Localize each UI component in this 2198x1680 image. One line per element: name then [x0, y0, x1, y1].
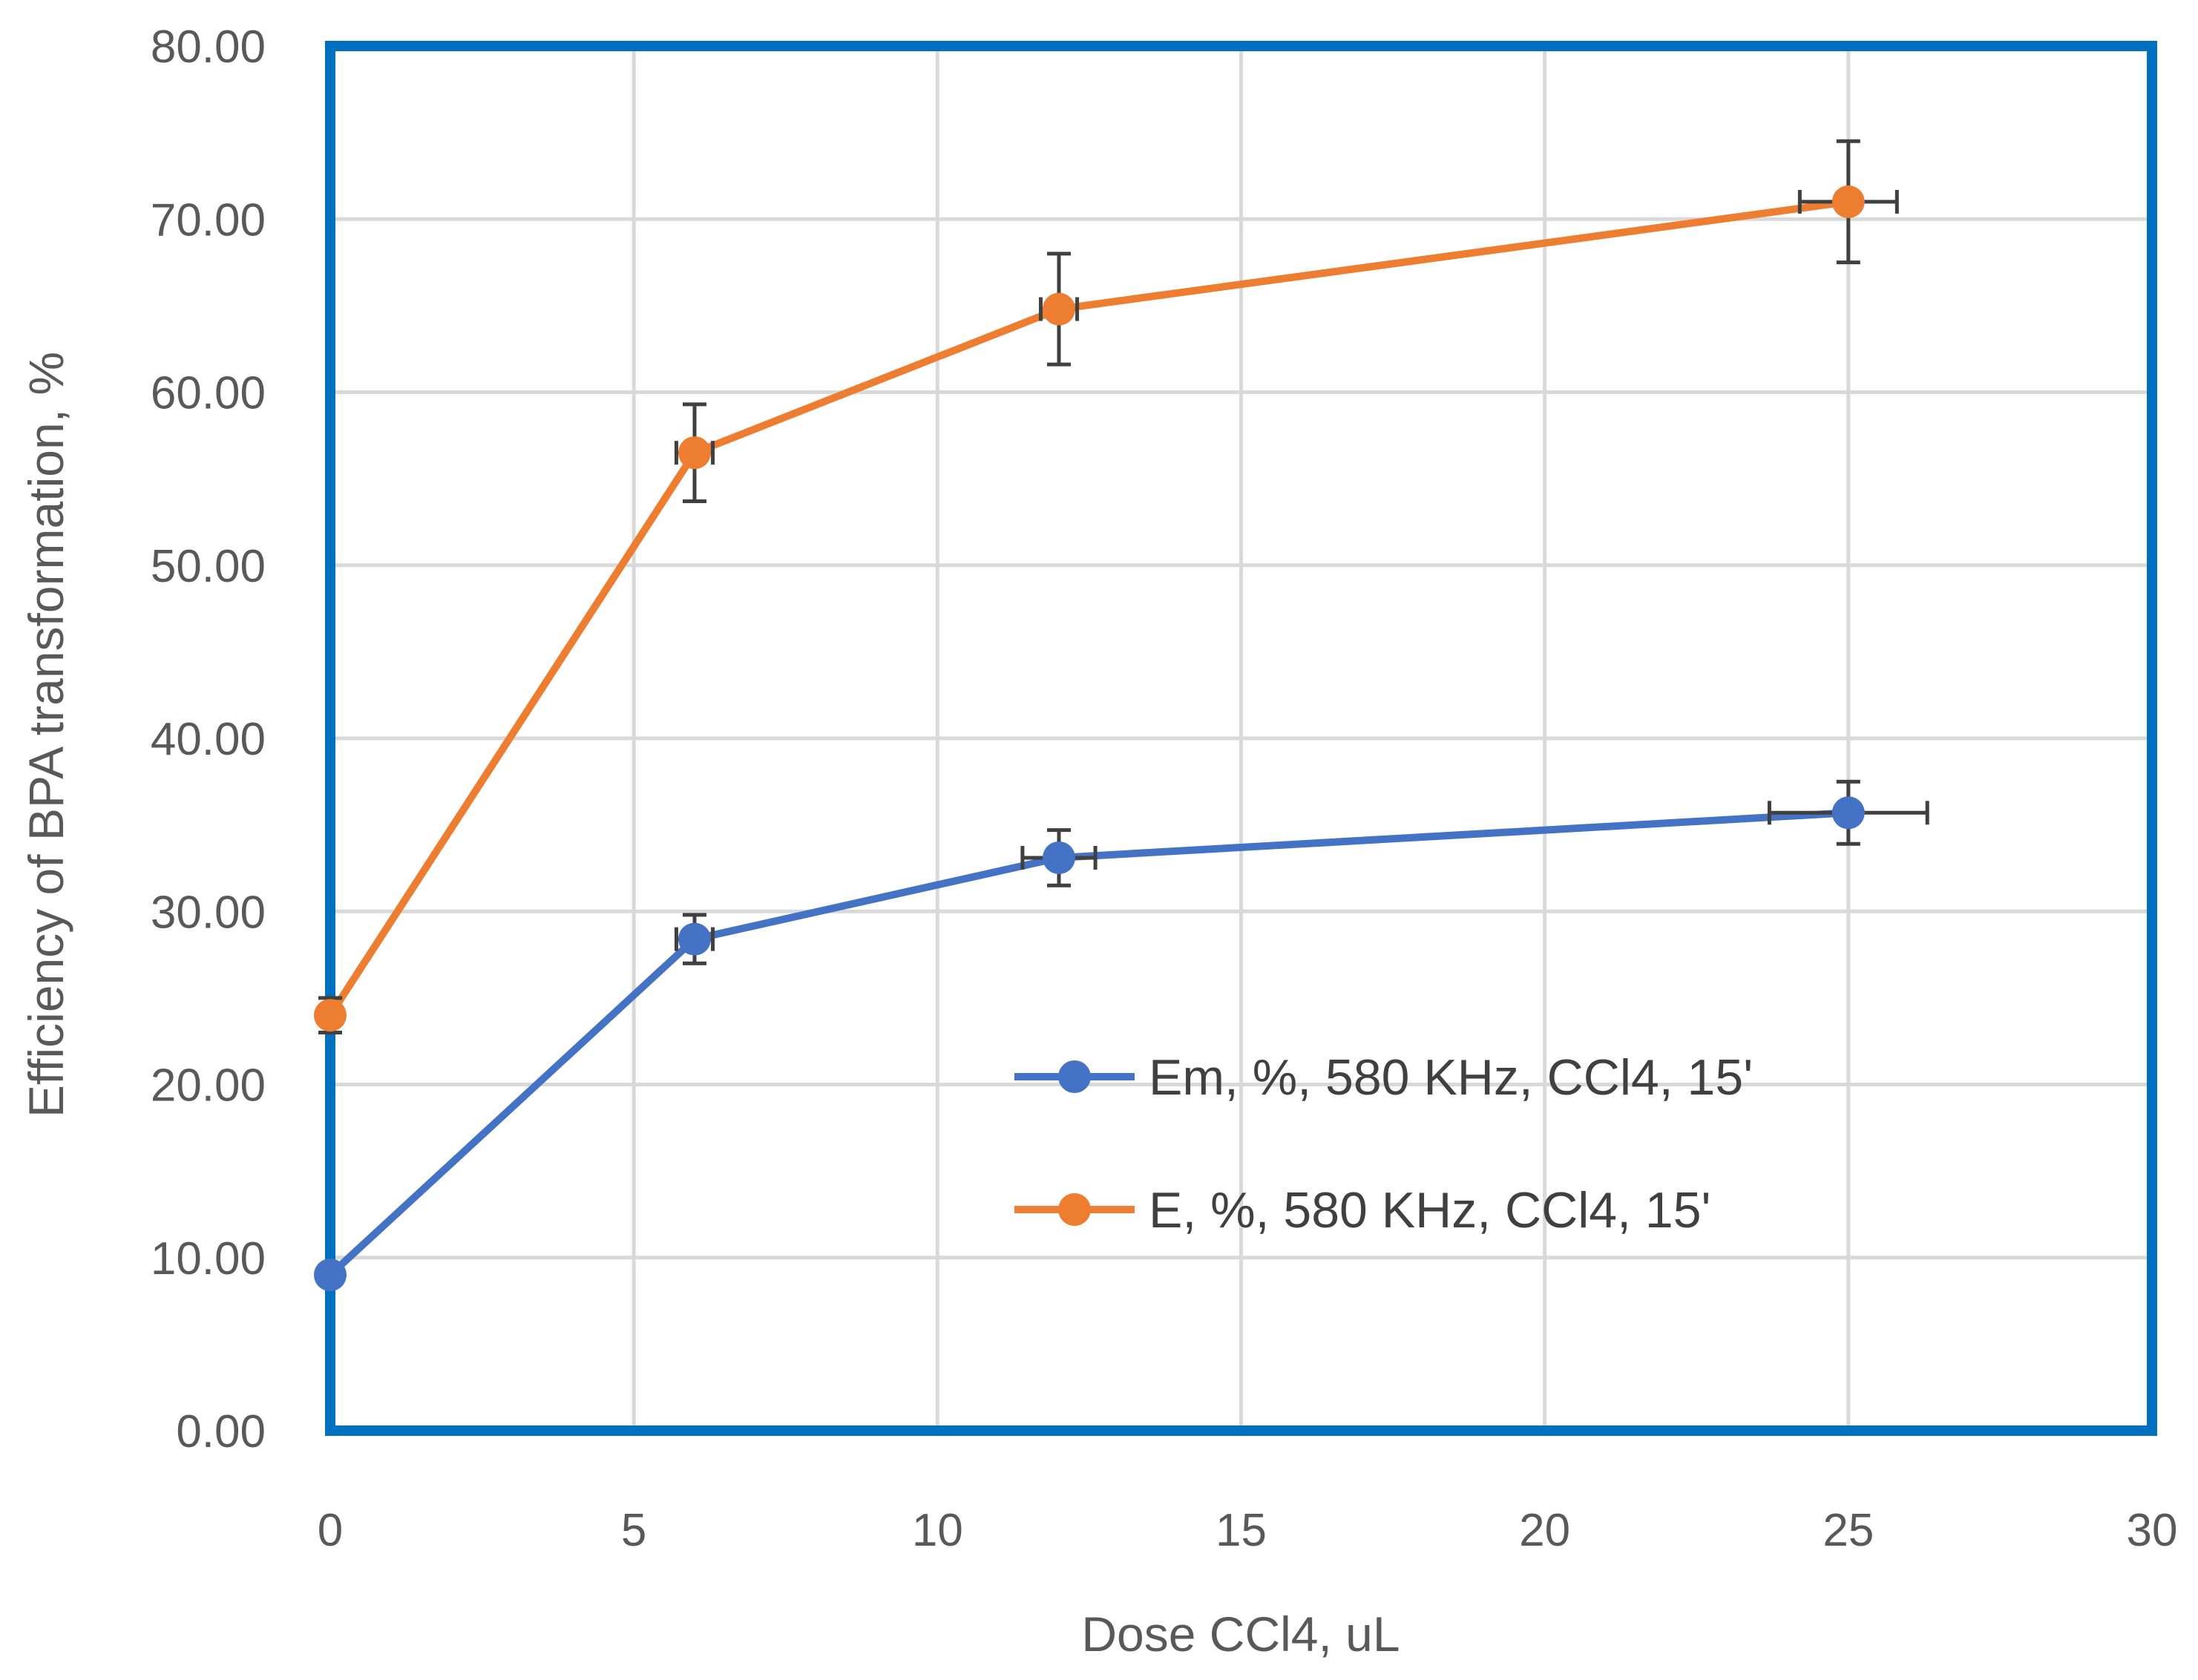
x-tick-label: 0: [318, 1505, 343, 1556]
x-tick-label: 5: [621, 1505, 646, 1556]
legend-item-e: E, %, 580 KHz, CCl4, 15': [1014, 1182, 1711, 1238]
x-tick-label: 10: [912, 1505, 963, 1556]
y-tick-label: 60.00: [151, 368, 266, 419]
y-axis-ticks: 0.00 10.00 20.00 30.00 40.00 50.00 60.00 70.00 8…: [151, 22, 266, 1457]
x-axis-title: Dose CCl4, uL: [1081, 1607, 1400, 1661]
y-tick-label: 50.00: [151, 541, 266, 592]
y-axis-title: Efficiency of BPA transformation, %: [19, 352, 73, 1118]
y-tick-label: 10.00: [151, 1233, 266, 1284]
x-tick-label: 15: [1216, 1505, 1267, 1556]
y-tick-label: 70.00: [151, 194, 266, 246]
series-layer: [314, 139, 1929, 1292]
legend-swatch-marker: [1058, 1060, 1091, 1093]
data-point: [678, 436, 711, 470]
x-tick-label: 25: [1823, 1505, 1874, 1556]
series-e: [314, 139, 1899, 1035]
series-line: [327, 197, 1849, 1017]
data-point: [314, 999, 347, 1032]
y-tick-label: 40.00: [151, 714, 266, 765]
data-point: [1043, 292, 1075, 326]
data-point: [314, 1259, 347, 1292]
y-tick-label: 0.00: [176, 1406, 266, 1457]
data-point: [1831, 185, 1865, 218]
x-tick-label: 30: [2127, 1505, 2178, 1556]
legend-label: Em, %, 580 KHz, CCl4, 15': [1149, 1049, 1753, 1106]
series-line: [327, 809, 1849, 1278]
data-point: [1831, 796, 1865, 830]
y-tick-label: 20.00: [151, 1060, 266, 1112]
data-point: [678, 922, 711, 956]
legend-swatch-marker: [1058, 1193, 1091, 1226]
legend-label: E, %, 580 KHz, CCl4, 15': [1149, 1182, 1711, 1238]
x-tick-label: 20: [1519, 1505, 1570, 1556]
data-point: [1043, 841, 1075, 874]
y-tick-label: 80.00: [151, 22, 266, 73]
plot-area-border: [325, 41, 2157, 1436]
series-em: [314, 779, 1929, 1292]
y-tick-label: 30.00: [151, 887, 266, 938]
x-axis-ticks: 0 5 10 15 20 25 30: [318, 1505, 2178, 1556]
legend: Em, %, 580 KHz, CCl4, 15' E, %, 580 KHz,…: [1014, 1049, 1753, 1238]
legend-item-em: Em, %, 580 KHz, CCl4, 15': [1014, 1049, 1753, 1106]
